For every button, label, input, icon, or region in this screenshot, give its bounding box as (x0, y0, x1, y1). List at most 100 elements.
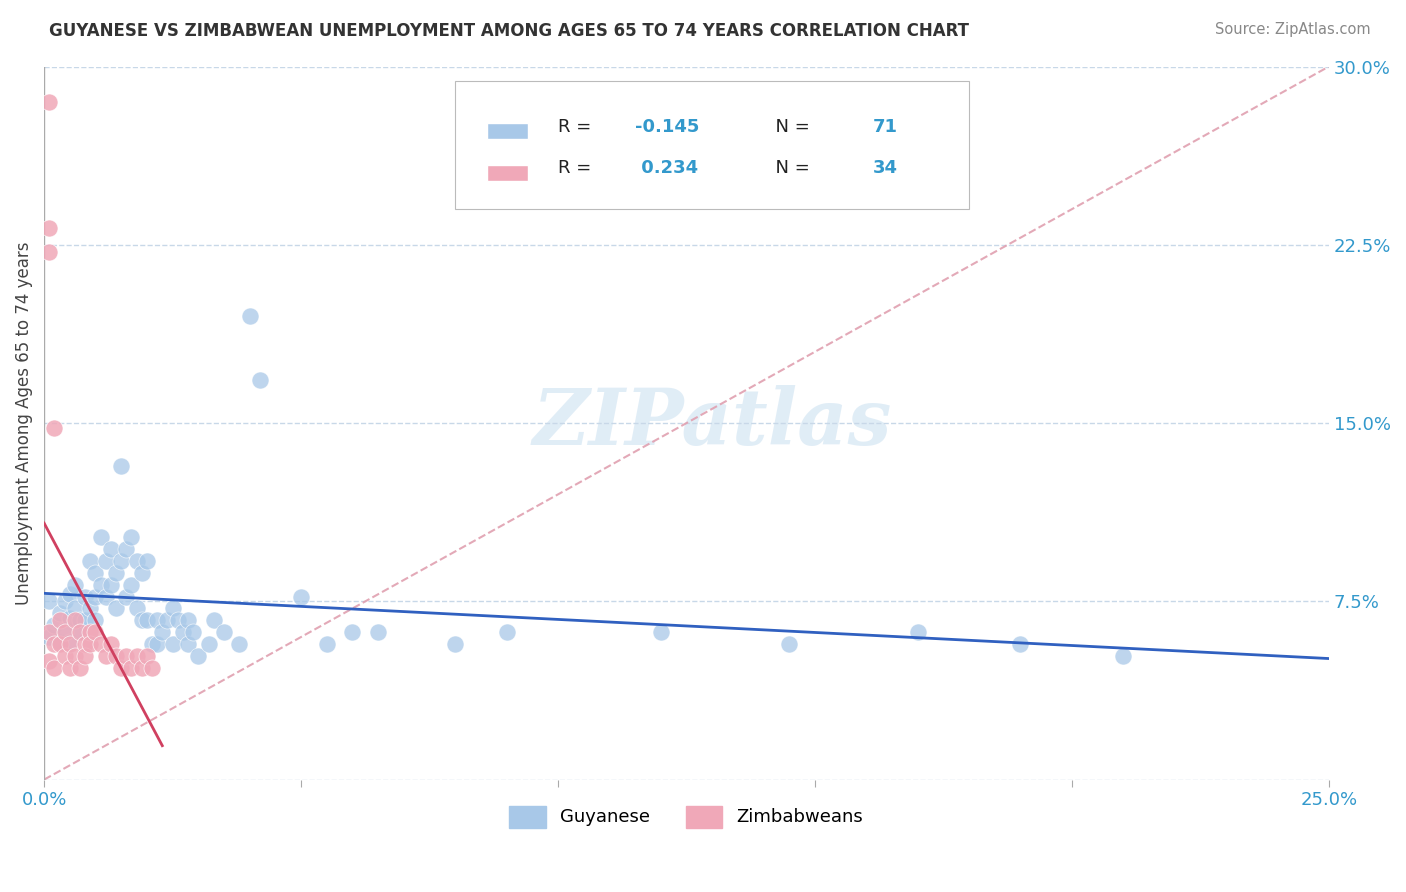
Point (63, 613, 86, 627)
Point (38, 654, 60, 668)
Text: R =: R = (558, 160, 598, 178)
Point (239, 309, 262, 323)
Point (79, 601, 101, 615)
Point (100, 542, 122, 557)
Point (177, 613, 200, 627)
Point (202, 613, 225, 627)
Point (38, 594, 60, 608)
Point (44, 421, 66, 435)
Point (181, 625, 204, 640)
Text: 0.234: 0.234 (636, 160, 699, 178)
Point (778, 637, 800, 651)
Point (146, 637, 169, 651)
Text: ZIPatlas: ZIPatlas (533, 384, 891, 461)
Point (48, 613, 70, 627)
Point (105, 648, 128, 663)
Point (110, 661, 132, 675)
Point (63, 601, 86, 615)
Point (197, 637, 219, 651)
Point (69, 613, 91, 627)
Point (48, 606, 70, 620)
Point (53, 594, 76, 608)
Text: N =: N = (763, 118, 815, 136)
Point (59, 634, 82, 648)
Point (162, 601, 184, 615)
Point (125, 601, 148, 615)
Point (38, 221, 60, 235)
Text: 34: 34 (873, 160, 897, 178)
Point (44, 661, 66, 675)
Point (115, 648, 138, 663)
Point (100, 578, 122, 592)
Point (105, 566, 128, 580)
Point (90, 530, 112, 544)
Point (69, 661, 91, 675)
Point (84, 566, 107, 580)
Point (135, 648, 157, 663)
Point (59, 611, 82, 625)
Point (63, 648, 86, 663)
Point (48, 637, 70, 651)
Text: Source: ZipAtlas.com: Source: ZipAtlas.com (1215, 22, 1371, 37)
Y-axis label: Unemployment Among Ages 65 to 74 years: Unemployment Among Ages 65 to 74 years (15, 242, 32, 605)
Point (131, 566, 153, 580)
Point (342, 625, 364, 640)
Point (110, 554, 132, 568)
Point (84, 625, 107, 640)
Point (75, 590, 97, 604)
Point (53, 625, 76, 640)
Point (172, 625, 194, 640)
Point (121, 661, 143, 675)
Point (650, 625, 672, 640)
Point (315, 637, 337, 651)
Point (53, 648, 76, 663)
Point (69, 625, 91, 640)
Point (367, 625, 389, 640)
Text: R =: R = (558, 118, 598, 136)
Point (131, 661, 153, 675)
Point (166, 613, 188, 627)
Point (63, 578, 86, 592)
Point (1112, 648, 1135, 663)
Point (90, 578, 112, 592)
Point (121, 578, 143, 592)
Point (44, 637, 66, 651)
Point (44, 618, 66, 632)
Point (59, 661, 82, 675)
Point (249, 373, 271, 387)
Point (212, 625, 235, 640)
Point (105, 601, 128, 615)
Point (84, 613, 107, 627)
Point (94, 590, 117, 604)
Text: 71: 71 (873, 118, 897, 136)
Text: N =: N = (763, 160, 815, 178)
FancyBboxPatch shape (488, 122, 529, 138)
Point (141, 637, 163, 651)
Point (100, 637, 122, 651)
Point (38, 95, 60, 110)
Point (228, 637, 250, 651)
Point (187, 648, 209, 663)
Point (59, 637, 82, 651)
Point (1010, 637, 1032, 651)
Point (94, 554, 117, 568)
Point (177, 637, 200, 651)
Point (75, 648, 97, 663)
Point (75, 637, 97, 651)
Point (444, 637, 467, 651)
Point (38, 625, 60, 640)
Point (290, 590, 312, 604)
Point (135, 554, 157, 568)
Point (53, 623, 76, 637)
Text: GUYANESE VS ZIMBABWEAN UNEMPLOYMENT AMONG AGES 65 TO 74 YEARS CORRELATION CHART: GUYANESE VS ZIMBABWEAN UNEMPLOYMENT AMON… (49, 22, 969, 40)
Point (110, 458, 132, 473)
Point (495, 625, 517, 640)
Point (146, 613, 169, 627)
Point (135, 613, 157, 627)
Point (84, 590, 107, 604)
Point (48, 634, 70, 648)
Point (79, 625, 101, 640)
FancyBboxPatch shape (456, 81, 969, 210)
Point (121, 530, 143, 544)
Legend: Guyanese, Zimbabweans: Guyanese, Zimbabweans (502, 798, 870, 835)
